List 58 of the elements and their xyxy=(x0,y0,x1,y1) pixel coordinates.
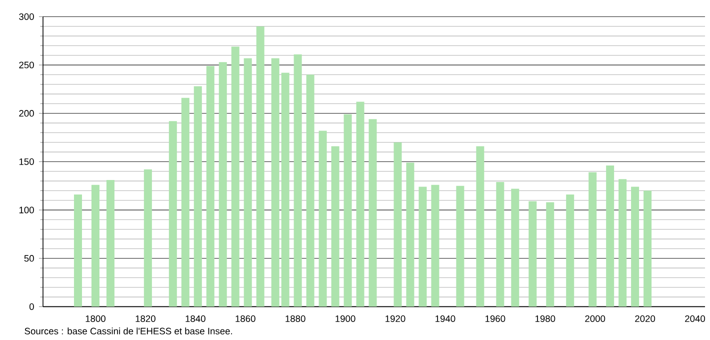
bar xyxy=(144,169,152,307)
bar xyxy=(231,46,240,307)
bar xyxy=(294,54,302,307)
y-tick-label: 0 xyxy=(29,303,34,310)
bar xyxy=(344,114,352,307)
bar xyxy=(528,201,537,307)
y-tick-label: 300 xyxy=(19,13,34,20)
bar xyxy=(271,58,280,307)
bar xyxy=(218,62,227,307)
bar xyxy=(566,194,574,307)
x-tick-label: 1980 xyxy=(535,315,556,322)
x-tick-label: 2020 xyxy=(635,315,656,322)
bar xyxy=(406,162,414,307)
x-tick-label: 1820 xyxy=(136,315,156,322)
bar xyxy=(588,172,597,307)
bar xyxy=(168,121,177,307)
bar xyxy=(631,186,640,307)
bar xyxy=(644,190,652,307)
x-tick-label: 1800 xyxy=(86,315,106,322)
bar xyxy=(91,184,100,307)
bar xyxy=(394,142,402,307)
y-tick-label: 150 xyxy=(19,158,34,165)
x-tick-label: 1840 xyxy=(186,315,206,322)
bar xyxy=(431,184,440,307)
bar xyxy=(318,130,327,307)
bar xyxy=(546,202,554,307)
bar xyxy=(356,102,364,307)
x-tick-label: 1920 xyxy=(386,315,406,322)
bar xyxy=(496,182,504,307)
x-tick-label: 2040 xyxy=(685,315,706,322)
bar xyxy=(606,166,614,307)
bar xyxy=(194,86,202,307)
bar xyxy=(418,186,427,307)
x-tick-label: 1960 xyxy=(485,315,506,322)
y-tick-label: 200 xyxy=(19,110,34,117)
source-note: Sources : base Cassini de l'EHESS et base Insee. xyxy=(24,328,232,334)
bar xyxy=(331,146,340,307)
bar xyxy=(206,66,214,307)
bar xyxy=(74,194,82,307)
bar xyxy=(281,72,290,307)
y-tick-label: 100 xyxy=(19,206,34,214)
y-tick-label: 250 xyxy=(19,62,34,68)
bar xyxy=(244,58,252,307)
bar xyxy=(181,98,190,307)
bar xyxy=(456,186,464,307)
bar xyxy=(106,180,114,307)
x-tick-label: 1860 xyxy=(236,315,256,322)
bar xyxy=(511,188,520,307)
x-tick-label: 1880 xyxy=(286,315,306,322)
bar xyxy=(368,119,377,307)
x-tick-label: 2000 xyxy=(585,315,606,322)
bar xyxy=(306,74,314,307)
bar xyxy=(256,26,264,307)
y-tick-label: 50 xyxy=(24,255,34,262)
x-tick-label: 1900 xyxy=(336,315,356,322)
bar xyxy=(476,146,484,307)
bar xyxy=(618,179,627,307)
x-tick-label: 1940 xyxy=(436,315,456,322)
